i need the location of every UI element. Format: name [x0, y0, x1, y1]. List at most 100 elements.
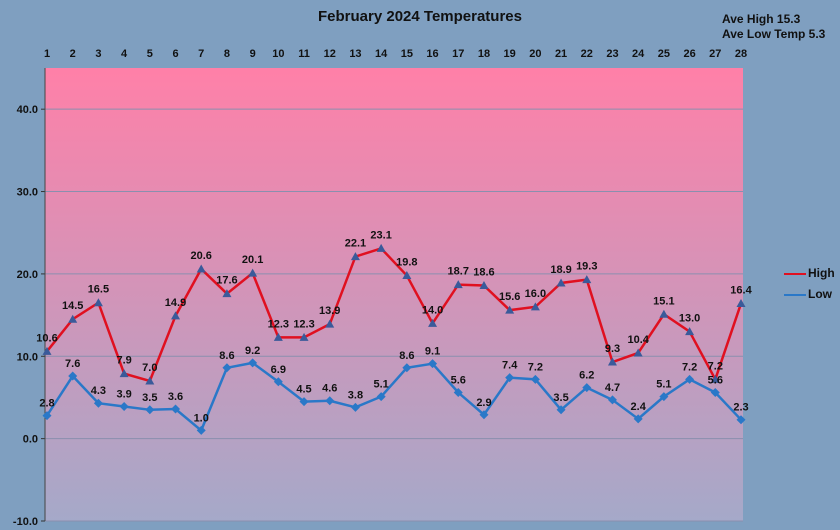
high-point-marker [736, 299, 746, 308]
low-data-label: 7.2 [528, 361, 543, 373]
y-tick-label: -10.0 [13, 516, 38, 528]
x-tick-label: 27 [709, 48, 721, 60]
high-point-marker [119, 369, 129, 378]
high-point-marker [659, 309, 669, 318]
x-tick-label: 20 [529, 48, 541, 60]
low-data-label: 6.9 [271, 364, 286, 376]
low-data-label: 5.6 [451, 375, 466, 387]
high-point-marker [222, 289, 232, 298]
high-data-label: 14.9 [165, 297, 186, 309]
y-tick-label: 40.0 [17, 104, 38, 116]
high-data-label: 15.6 [499, 291, 520, 303]
low-point-marker [582, 383, 592, 393]
low-data-label: 3.8 [348, 389, 363, 401]
low-data-label: 9.1 [425, 346, 440, 358]
high-point-marker [428, 318, 438, 327]
low-data-label: 1.0 [194, 412, 209, 424]
x-tick-label: 1 [44, 48, 50, 60]
high-point-marker [402, 271, 412, 280]
high-data-label: 23.1 [370, 229, 391, 241]
x-tick-label: 8 [224, 48, 230, 60]
low-data-label: 2.4 [631, 401, 647, 413]
low-point-marker [505, 373, 515, 383]
high-point-marker [633, 348, 643, 357]
low-point-marker [479, 410, 489, 420]
high-data-label: 16.4 [730, 285, 752, 297]
x-tick-label: 21 [555, 48, 567, 60]
low-data-label: 3.9 [116, 389, 131, 401]
x-tick-label: 17 [452, 48, 464, 60]
low-point-marker [196, 425, 206, 435]
high-point-marker [376, 243, 386, 252]
high-data-label: 13.9 [319, 305, 340, 317]
low-point-marker [402, 363, 412, 373]
high-data-label: 22.1 [345, 238, 366, 250]
low-series-line [45, 361, 742, 433]
low-point-marker [710, 388, 720, 398]
low-point-marker [93, 398, 103, 408]
low-point-marker [736, 415, 746, 425]
low-point-marker [685, 374, 695, 384]
plot-area [45, 68, 743, 521]
low-data-label: 3.6 [168, 391, 183, 403]
high-data-label: 19.3 [576, 261, 597, 273]
high-point-marker [196, 264, 206, 273]
high-data-label: 18.9 [550, 264, 571, 276]
low-data-label: 5.1 [373, 379, 388, 391]
low-data-label: 3.5 [553, 392, 568, 404]
x-tick-label: 26 [683, 48, 695, 60]
high-data-label: 18.7 [448, 266, 469, 278]
low-point-marker [607, 395, 617, 405]
low-point-marker [453, 388, 463, 398]
high-data-label: 18.6 [473, 266, 494, 278]
x-tick-label: 22 [581, 48, 593, 60]
x-tick-label: 11 [298, 48, 310, 60]
x-tick-label: 16 [426, 48, 438, 60]
x-tick-label: 6 [172, 48, 178, 60]
high-data-label: 20.1 [242, 254, 263, 266]
high-data-label: 17.6 [216, 275, 237, 287]
high-data-label: 10.4 [627, 334, 649, 346]
y-tick-label: 20.0 [17, 269, 38, 281]
y-tick-label: 0.0 [23, 434, 38, 446]
x-tick-label: 5 [147, 48, 153, 60]
ave-low-label: Ave Low Temp 5.3 [722, 27, 826, 41]
high-point-marker [710, 374, 720, 383]
high-point-marker [42, 346, 52, 355]
low-data-label: 8.6 [399, 350, 414, 362]
low-data-label: 4.5 [296, 384, 311, 396]
x-tick-label: 4 [121, 48, 128, 60]
low-point-marker [68, 371, 78, 381]
high-data-label: 14.0 [422, 304, 443, 316]
low-point-marker [659, 392, 669, 402]
low-point-marker [350, 402, 360, 412]
legend-low-label: Low [808, 287, 832, 301]
low-data-label: 9.2 [245, 345, 260, 357]
low-data-label: 2.8 [39, 398, 54, 410]
high-point-marker [350, 252, 360, 261]
low-point-marker [428, 359, 438, 369]
low-data-label: 5.6 [708, 375, 723, 387]
high-data-label: 7.0 [142, 362, 157, 374]
low-data-label: 4.3 [91, 385, 106, 397]
low-point-marker [145, 405, 155, 415]
high-point-marker [607, 357, 617, 366]
low-data-label: 7.6 [65, 358, 80, 370]
y-tick-label: 30.0 [17, 187, 38, 199]
low-data-label: 3.5 [142, 392, 157, 404]
low-point-marker [248, 358, 258, 368]
x-tick-label: 23 [606, 48, 618, 60]
low-point-marker [222, 363, 232, 373]
low-data-label: 4.7 [605, 382, 620, 394]
high-point-marker [68, 314, 78, 323]
x-tick-label: 19 [504, 48, 516, 60]
high-series-line [46, 246, 743, 383]
low-point-marker [273, 377, 283, 387]
low-data-label: 2.9 [476, 397, 491, 409]
x-tick-label: 12 [324, 48, 336, 60]
high-point-marker [299, 332, 309, 341]
high-data-label: 16.0 [525, 288, 546, 300]
x-tick-label: 28 [735, 48, 747, 60]
low-point-marker [299, 397, 309, 407]
